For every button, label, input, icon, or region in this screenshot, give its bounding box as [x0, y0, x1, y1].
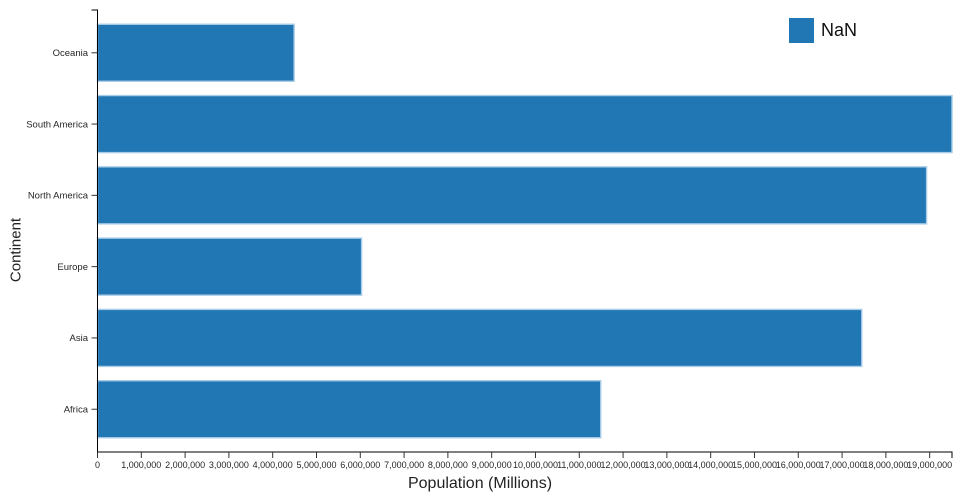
x-tick-label: 2,000,000 — [165, 460, 205, 470]
x-tick-label: 13,000,000 — [644, 460, 689, 470]
y-axis-title: Continent — [7, 217, 25, 283]
x-tick-label: 3,000,000 — [209, 460, 249, 470]
x-tick-label: 6,000,000 — [340, 460, 380, 470]
bar-europe — [96, 237, 363, 296]
bar-south-america — [96, 94, 953, 154]
bar-asia — [96, 308, 863, 368]
x-tick-label: 8,000,000 — [428, 460, 468, 470]
x-axis-title: Population (Millions) — [407, 475, 553, 492]
y-tick-label-europe: Europe — [57, 262, 88, 273]
y-tick-label-south-america: South America — [26, 119, 88, 130]
legend-swatch — [789, 18, 814, 43]
x-tick-label: 4,000,000 — [253, 460, 293, 470]
x-axis-line — [97, 451, 953, 458]
bar-oceania — [96, 23, 295, 82]
x-tick-label: 5,000,000 — [296, 460, 336, 470]
x-tick-label: 17,000,000 — [820, 460, 865, 470]
x-tick-label: 9,000,000 — [472, 460, 512, 470]
y-axis-line — [91, 9, 98, 452]
bar-africa — [96, 380, 602, 439]
x-tick-label: 19,000,000 — [907, 460, 952, 470]
y-tick-label-asia: Asia — [70, 333, 89, 344]
x-tick-label: 18,000,000 — [863, 460, 908, 470]
y-tick-label-north-america: North America — [28, 191, 89, 202]
legend-label: NaN — [821, 20, 858, 40]
x-tick-label: 16,000,000 — [776, 460, 821, 470]
bar-north-america — [96, 166, 928, 225]
y-tick-label-oceania: Oceania — [53, 48, 89, 59]
x-tick-label: 12,000,000 — [601, 460, 646, 470]
x-tick-label: 1,000,000 — [121, 460, 161, 470]
x-tick-label: 7,000,000 — [384, 460, 424, 470]
x-tick-label: 0 — [95, 460, 100, 470]
y-tick-label-africa: Africa — [64, 405, 89, 416]
x-tick-label: 11,000,000 — [557, 460, 601, 470]
legend: NaN — [789, 18, 857, 43]
x-tick-label: 15,000,000 — [732, 460, 777, 470]
x-tick-label: 14,000,000 — [688, 460, 733, 470]
x-tick-label: 10,000,000 — [513, 460, 558, 470]
